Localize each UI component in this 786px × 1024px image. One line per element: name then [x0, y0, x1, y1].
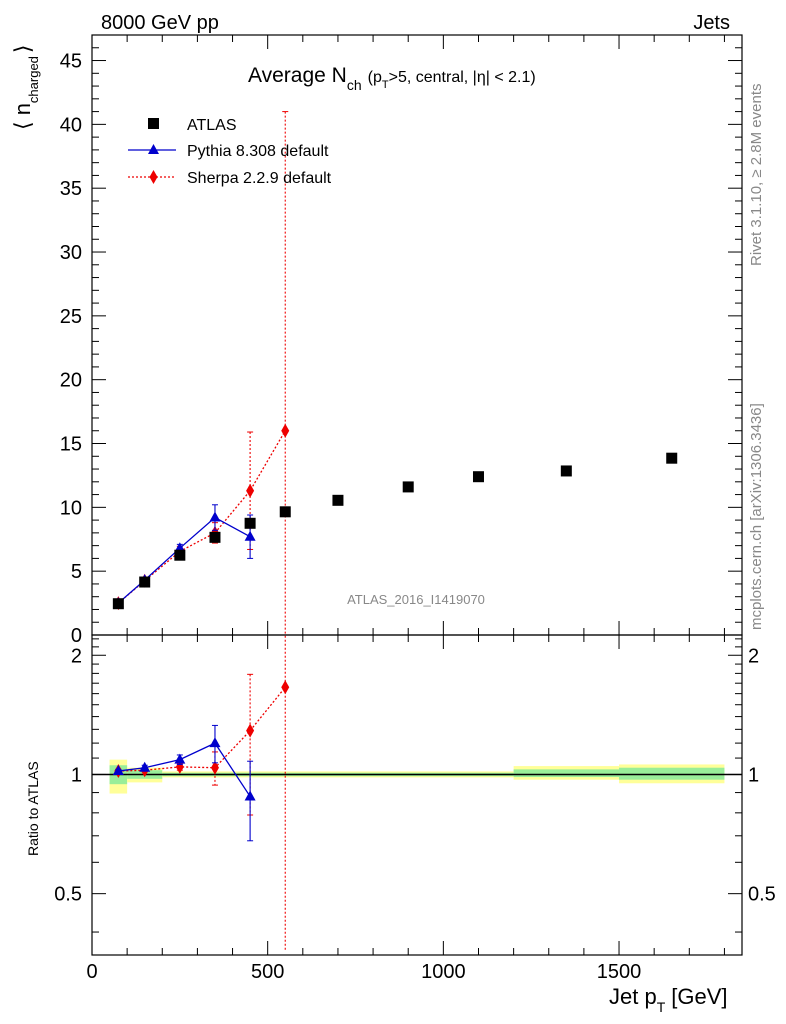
x-tick-label: 1000	[421, 961, 466, 983]
atlas-marker	[279, 506, 291, 518]
main-y-tick-label: 25	[60, 306, 82, 328]
pythia-marker-ratio	[112, 765, 124, 776]
atlas-marker	[666, 452, 678, 464]
legend-entry-pythia: Pythia 8.308 default	[128, 143, 329, 160]
main-y-tick-label: 10	[60, 497, 82, 519]
pythia-marker-ratio	[209, 737, 221, 748]
main-y-ticks: 0 5 10 15 20 25 30 35 40 45	[60, 47, 742, 647]
sherpa-marker-ratio	[281, 680, 290, 695]
sherpa-marker	[281, 423, 290, 438]
side-mcplots: mcplots.cern.ch [arXiv:1306.3436]	[748, 403, 765, 630]
legend-label-atlas: ATLAS	[187, 117, 237, 134]
analysis-watermark: ATLAS_2016_I1419070	[347, 592, 485, 607]
ratio-y-tick-label: 0.5	[54, 884, 82, 906]
sherpa-marker-ratio	[210, 760, 219, 775]
main-y-tick-label: 0	[71, 625, 82, 647]
atlas-marker	[209, 531, 221, 543]
atlas-marker	[332, 494, 344, 506]
main-y-tick-label: 30	[60, 242, 82, 264]
side-rivet: Rivet 3.1.10, ≥ 2.8M events	[748, 84, 765, 267]
ratio-y-tick-label: 1	[71, 764, 82, 786]
ratio-y-tick-label-right: 1	[748, 764, 759, 786]
x-tick-label: 1500	[597, 961, 642, 983]
main-y-tick-label: 45	[60, 51, 82, 73]
sherpa-marker-ratio	[246, 723, 255, 738]
pythia-marker	[244, 530, 256, 541]
header-left: 8000 GeV pp	[101, 12, 219, 34]
legend-label-sherpa: Sherpa 2.2.9 default	[187, 170, 332, 187]
atlas-marker	[472, 471, 484, 483]
x-axis-ticks: 0 500 1000 1500	[86, 35, 725, 983]
atlas-marker	[244, 517, 256, 529]
pythia-marker	[209, 511, 221, 522]
atlas-marker	[139, 576, 151, 588]
ratio-band-green	[513, 769, 620, 778]
ratio-y-label: Ratio to ATLAS	[25, 761, 41, 856]
legend-marker-pythia	[148, 144, 159, 154]
ratio-y-tick-label-right: 0.5	[748, 884, 776, 906]
header-right: Jets	[693, 12, 730, 34]
legend-entry-atlas: ATLAS	[148, 117, 237, 134]
ratio-y-tick-label-right: 2	[748, 645, 759, 667]
main-y-tick-label: 35	[60, 178, 82, 200]
main-series-group	[112, 111, 678, 635]
pythia-marker	[174, 542, 186, 553]
legend-marker-sherpa	[149, 170, 158, 184]
main-y-tick-label: 5	[71, 561, 82, 583]
pythia-marker-ratio	[174, 753, 186, 764]
sherpa-line-ratio	[118, 686, 286, 772]
ratio-uncertainty-bands	[92, 759, 742, 794]
x-axis-label: Jet pT [GeV]	[609, 984, 728, 1015]
atlas-marker	[112, 598, 124, 610]
main-y-tick-label: 40	[60, 114, 82, 136]
legend: ATLAS Pythia 8.308 default Sherpa 2.2.9 …	[128, 117, 332, 187]
atlas-marker	[174, 549, 186, 561]
ratio-band-green	[619, 767, 725, 780]
ratio-series-group	[112, 635, 290, 951]
ratio-y-ticks: 0.5 0.5 1 1 2 2	[54, 638, 776, 933]
x-tick-label: 500	[251, 961, 284, 983]
sherpa-marker	[246, 483, 255, 498]
ratio-panel-frame	[91, 634, 743, 956]
pythia-marker-ratio	[244, 790, 256, 801]
main-y-label: ⟨ ncharged⟩	[10, 44, 41, 130]
legend-marker-atlas	[148, 118, 159, 129]
atlas-marker	[560, 465, 572, 477]
x-tick-label: 0	[86, 961, 97, 983]
main-y-tick-label: 20	[60, 370, 82, 392]
plot-title: Average Nch (pT>5, central, |η| < 2.1)	[248, 64, 536, 93]
legend-label-pythia: Pythia 8.308 default	[187, 143, 329, 160]
pythia-marker-ratio	[139, 761, 151, 772]
ratio-y-tick-label: 2	[71, 645, 82, 667]
legend-entry-sherpa: Sherpa 2.2.9 default	[128, 170, 332, 187]
main-y-tick-label: 15	[60, 434, 82, 456]
atlas-marker	[402, 481, 414, 493]
